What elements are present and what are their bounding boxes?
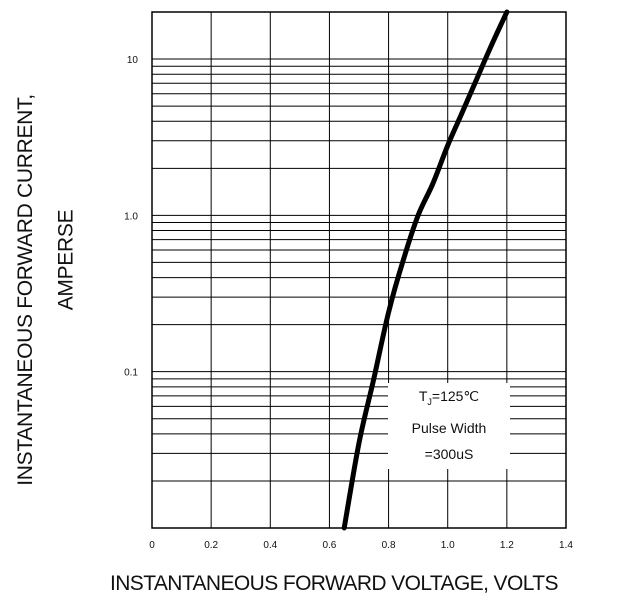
y-axis-title-line1: INSTANTANEOUS FORWARD CURRENT, [13,94,37,486]
annotation-box: TJ=125℃ Pulse Width =300uS [388,383,510,469]
x-tick-labels: 0 0.2 0.4 0.6 0.8 1.0 1.2 1.4 [149,540,573,551]
annotation-line3: =300uS [424,445,474,462]
x-axis-title: INSTANTANEOUS FORWARD VOLTAGE, VOLTS [110,572,558,595]
x-tick-label: 0.6 [322,540,336,551]
annotation-t-sub: J [427,396,432,407]
y-axis-title: INSTANTANEOUS FORWARD CURRENT, AMPERSE [4,30,84,550]
annotation-line1: TJ=125℃ [388,383,510,415]
forward-current-curve [341,9,510,531]
plot-border [151,11,567,529]
plot-frame [151,11,567,529]
y-tick-labels: 10 1.0 0.1 [124,55,138,379]
x-tick-label: 1.2 [500,540,514,551]
y-tick-label: 10 [127,55,139,66]
x-tick-label: 0 [149,540,155,551]
x-tick-label: 0.2 [204,540,218,551]
x-tick-label: 1.4 [559,540,573,551]
annotation-line2: Pulse Width [411,419,487,436]
annotation-temp: =125℃ [431,388,480,404]
y-tick-label: 1.0 [124,211,138,222]
x-tick-label: 1.0 [441,540,455,551]
x-tick-label: 0.8 [382,540,396,551]
y-tick-label: 0.1 [124,368,138,379]
y-axis-title-line2: AMPERSE [53,209,77,311]
x-tick-label: 0.4 [263,540,277,551]
annotation-t: T [418,388,428,404]
series [341,9,510,531]
